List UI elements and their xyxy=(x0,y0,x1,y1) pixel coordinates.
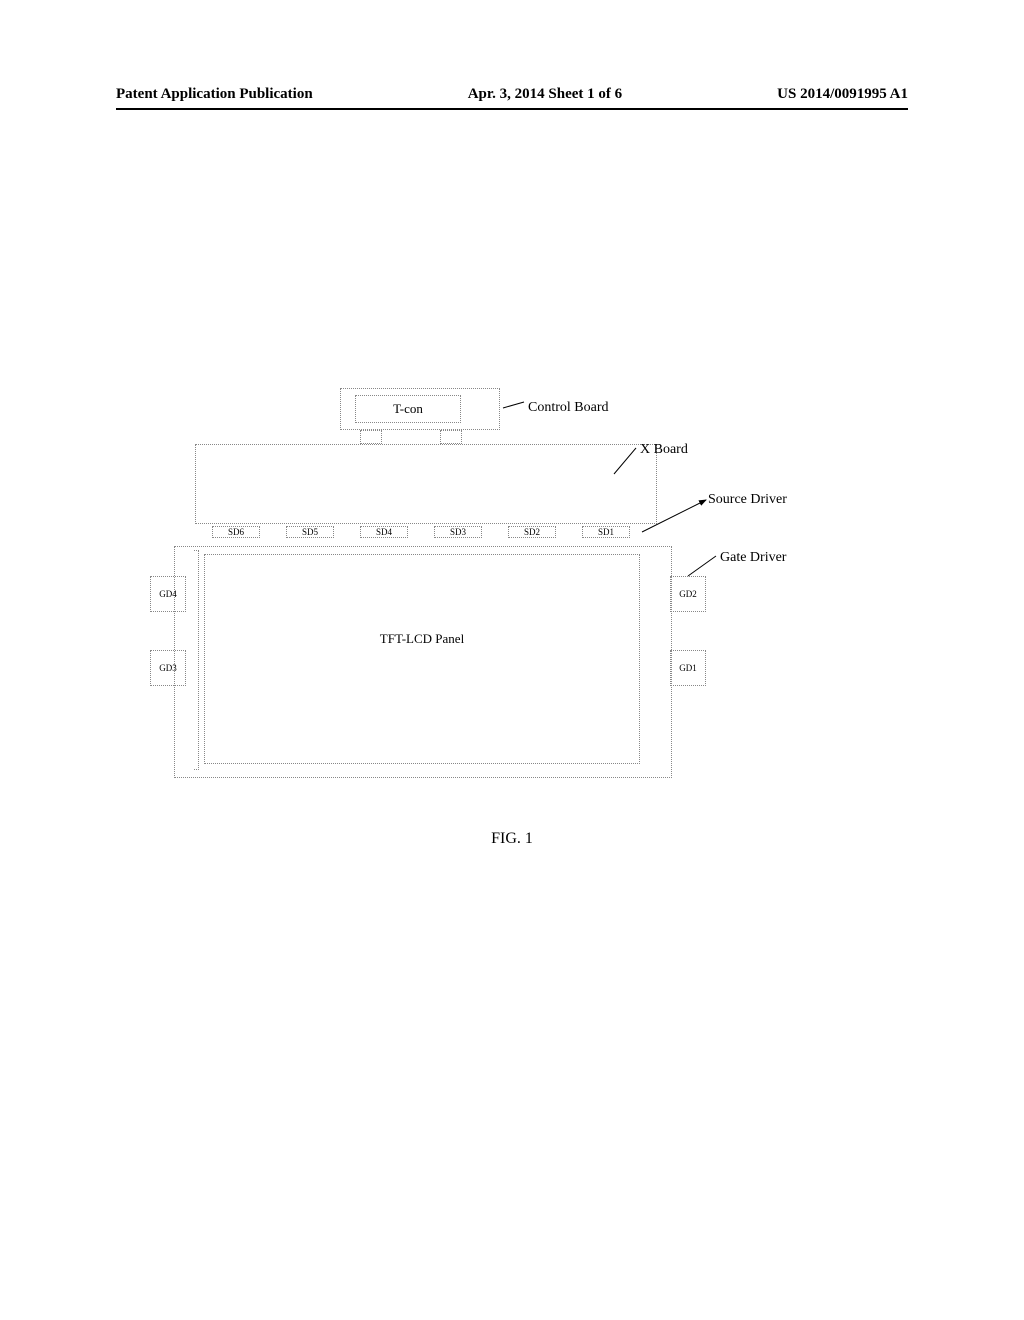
header-rule xyxy=(116,108,908,110)
figure-1-diagram: T-con SD6 SD5 SD4 SD3 SD2 SD1 TFT-LCD Pa… xyxy=(150,380,870,810)
leader-lines xyxy=(150,380,870,810)
header-right: US 2014/0091995 A1 xyxy=(777,86,908,103)
header-center: Apr. 3, 2014 Sheet 1 of 6 xyxy=(468,86,622,103)
page-header: Patent Application Publication Apr. 3, 2… xyxy=(116,86,908,103)
figure-caption: FIG. 1 xyxy=(0,830,1024,848)
header-left: Patent Application Publication xyxy=(116,86,313,103)
